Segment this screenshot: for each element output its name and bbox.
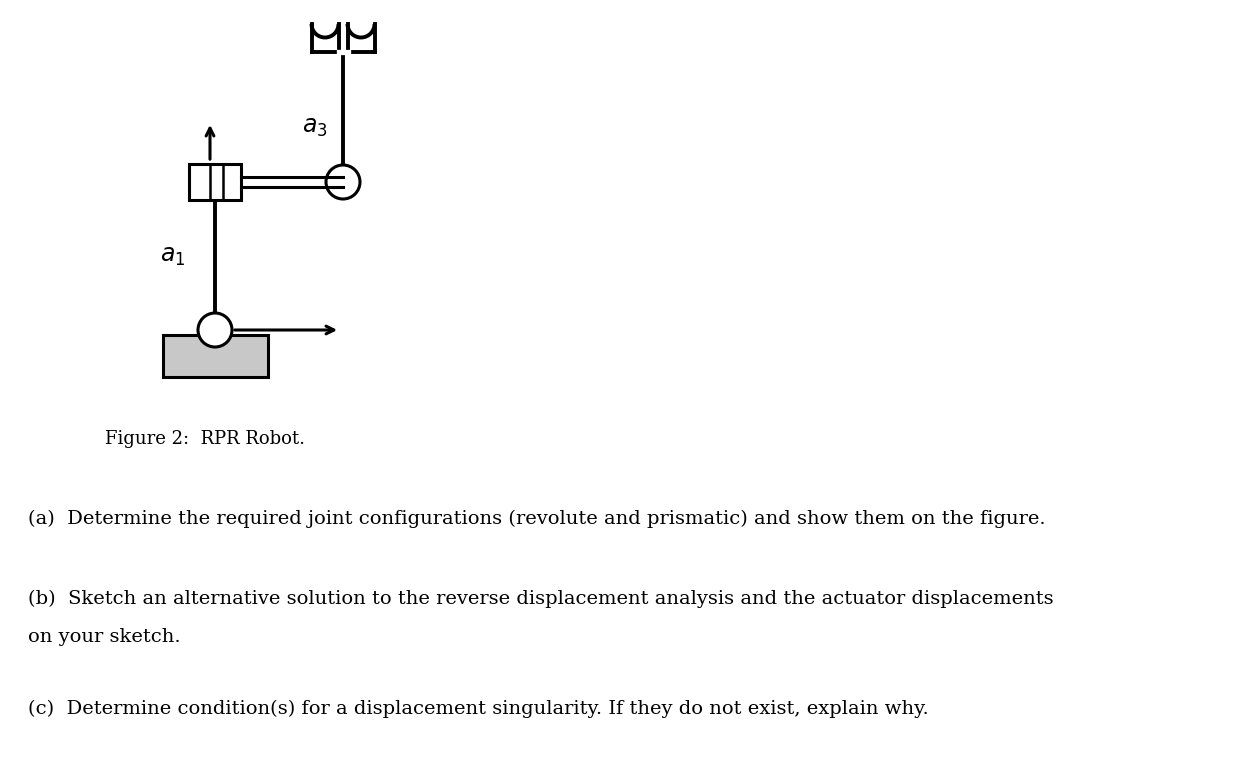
Bar [189,164,241,200]
Circle shape [326,165,360,199]
Text: $a_3$: $a_3$ [303,115,328,139]
Circle shape [199,313,232,347]
Text: (b)  Sketch an alternative solution to the reverse displacement analysis and the: (b) Sketch an alternative solution to th… [29,590,1054,609]
Text: Figure 2:  RPR Robot.: Figure 2: RPR Robot. [105,430,305,448]
Bar [163,335,268,377]
Text: $a_1$: $a_1$ [160,244,186,268]
Text: on your sketch.: on your sketch. [29,628,181,646]
Text: (a)  Determine the required joint configurations (revolute and prismatic) and sh: (a) Determine the required joint configu… [29,510,1046,528]
Text: (c)  Determine condition(s) for a displacement singularity. If they do not exist: (c) Determine condition(s) for a displac… [29,700,928,718]
Text: e: e [341,0,354,2]
